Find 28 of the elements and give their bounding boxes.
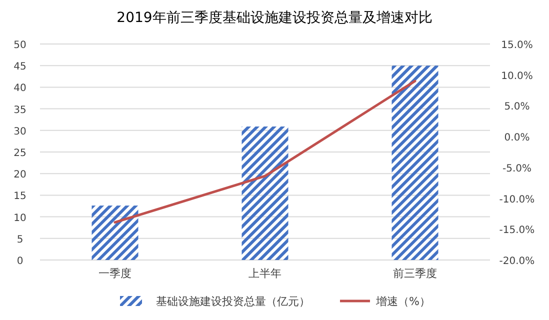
y-tick-label: 15 — [14, 191, 26, 202]
x-tick-label: 一季度 — [98, 267, 132, 280]
y2-tick-label: -5.0% — [502, 163, 532, 174]
y-tick-label: 0 — [16, 256, 24, 267]
y2-tick-label: 10.0% — [501, 70, 533, 82]
y2-tick-label: 0.0% — [504, 132, 530, 144]
legend-label: 增速（%） — [375, 295, 430, 308]
bar — [92, 206, 138, 260]
x-tick-label: 前三季度 — [393, 267, 437, 280]
y2-tick-label: -10.0% — [499, 194, 535, 206]
legend-label: 基础设施建设投资总量（亿元） — [156, 295, 310, 308]
y2-tick-label: 5.0% — [504, 102, 530, 113]
y2-tick-label: 15.0% — [501, 40, 533, 51]
y-tick-label: 25 — [14, 148, 26, 159]
y-tick-label: 35 — [14, 104, 26, 116]
y-tick-label: 5 — [16, 234, 24, 246]
x-tick-label: 上半年 — [248, 267, 282, 280]
bar — [242, 126, 288, 260]
y2-tick-label: -20.0% — [499, 256, 535, 267]
y-tick-label: 40 — [14, 83, 26, 94]
y-tick-label: 45 — [14, 62, 26, 73]
y-tick-label: 30 — [14, 126, 26, 138]
y-tick-label: 20 — [14, 170, 26, 181]
y-tick-label: 10 — [14, 212, 26, 224]
bar — [392, 66, 438, 260]
y2-tick-label: -15.0% — [499, 225, 535, 236]
y-tick-label: 50 — [14, 40, 26, 51]
chart-title: 2019年前三季度基础设施建设投资总量及增速对比 — [116, 10, 432, 26]
